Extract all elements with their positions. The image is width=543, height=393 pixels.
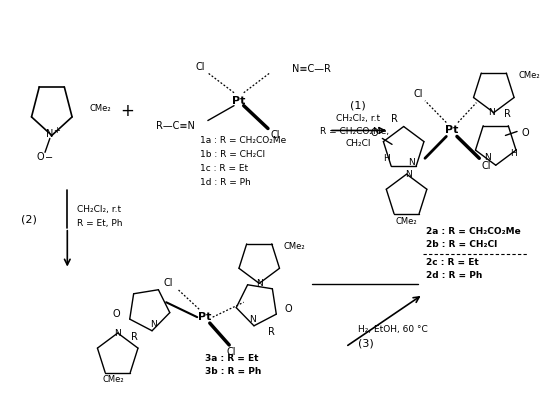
Text: R: R [504,108,511,119]
Text: Cl: Cl [481,161,491,171]
Text: 3b : R = Ph: 3b : R = Ph [205,367,261,376]
Text: N: N [115,329,121,338]
Text: Cl: Cl [413,89,423,99]
Text: CH₂Cl₂, r.t: CH₂Cl₂, r.t [77,206,121,215]
Text: Cl: Cl [226,347,236,357]
Text: N: N [408,158,415,167]
Text: H: H [383,154,389,163]
Text: CMe₂: CMe₂ [396,217,418,226]
Text: Cl: Cl [163,278,173,288]
Text: N: N [256,279,263,288]
Text: +: + [121,102,134,119]
Text: CMe₂: CMe₂ [90,105,111,114]
Text: N: N [484,153,491,162]
Text: (3): (3) [358,339,374,349]
Text: R = Et, Ph: R = Et, Ph [77,219,123,228]
Text: Pt: Pt [445,125,459,136]
Text: 1b : R = CH₂Cl: 1b : R = CH₂Cl [200,150,265,159]
Text: R: R [390,114,397,123]
Text: +: + [53,126,60,135]
Text: CH₂Cl₂, r.t: CH₂Cl₂, r.t [336,114,380,123]
Text: Pt: Pt [232,95,245,106]
Text: N≡C—R: N≡C—R [292,64,331,74]
Text: 2b : R = CH₂Cl: 2b : R = CH₂Cl [426,240,497,249]
Text: Pt: Pt [198,312,212,322]
Text: 3a : R = Et: 3a : R = Et [205,354,258,364]
Text: N: N [405,170,412,179]
Text: O: O [521,129,529,138]
Text: CMe₂: CMe₂ [518,72,540,80]
Text: R = CH₂CO₂Me,: R = CH₂CO₂Me, [320,127,389,136]
Text: R: R [131,332,137,342]
Text: (2): (2) [21,215,36,225]
Text: Cl: Cl [271,130,280,140]
Text: CMe₂: CMe₂ [102,375,124,384]
Text: N: N [489,108,495,117]
Text: N: N [249,315,256,323]
Text: −: − [45,153,53,163]
Text: O: O [371,129,378,138]
Text: H: H [510,149,516,158]
Text: R—C≡N: R—C≡N [156,121,195,130]
Text: R: R [268,327,275,337]
Text: N: N [150,320,157,329]
Text: 1c : R = Et: 1c : R = Et [200,164,248,173]
Text: Cl: Cl [195,62,205,72]
Text: 2a : R = CH₂CO₂Me: 2a : R = CH₂CO₂Me [426,227,521,236]
Text: N: N [46,129,54,140]
Text: 2d : R = Ph: 2d : R = Ph [426,271,482,280]
Text: (1): (1) [350,101,366,111]
Text: O: O [36,152,44,162]
Text: CMe₂: CMe₂ [283,242,305,251]
Text: CH₂Cl: CH₂Cl [345,139,371,148]
Text: 1a : R = CH₂CO₂Me: 1a : R = CH₂CO₂Me [200,136,286,145]
Text: O: O [285,304,292,314]
Text: O: O [112,309,119,319]
Text: 1d : R = Ph: 1d : R = Ph [200,178,251,187]
Text: 2c : R = Et: 2c : R = Et [426,258,479,267]
Text: H₂, EtOH, 60 °C: H₂, EtOH, 60 °C [358,325,428,334]
